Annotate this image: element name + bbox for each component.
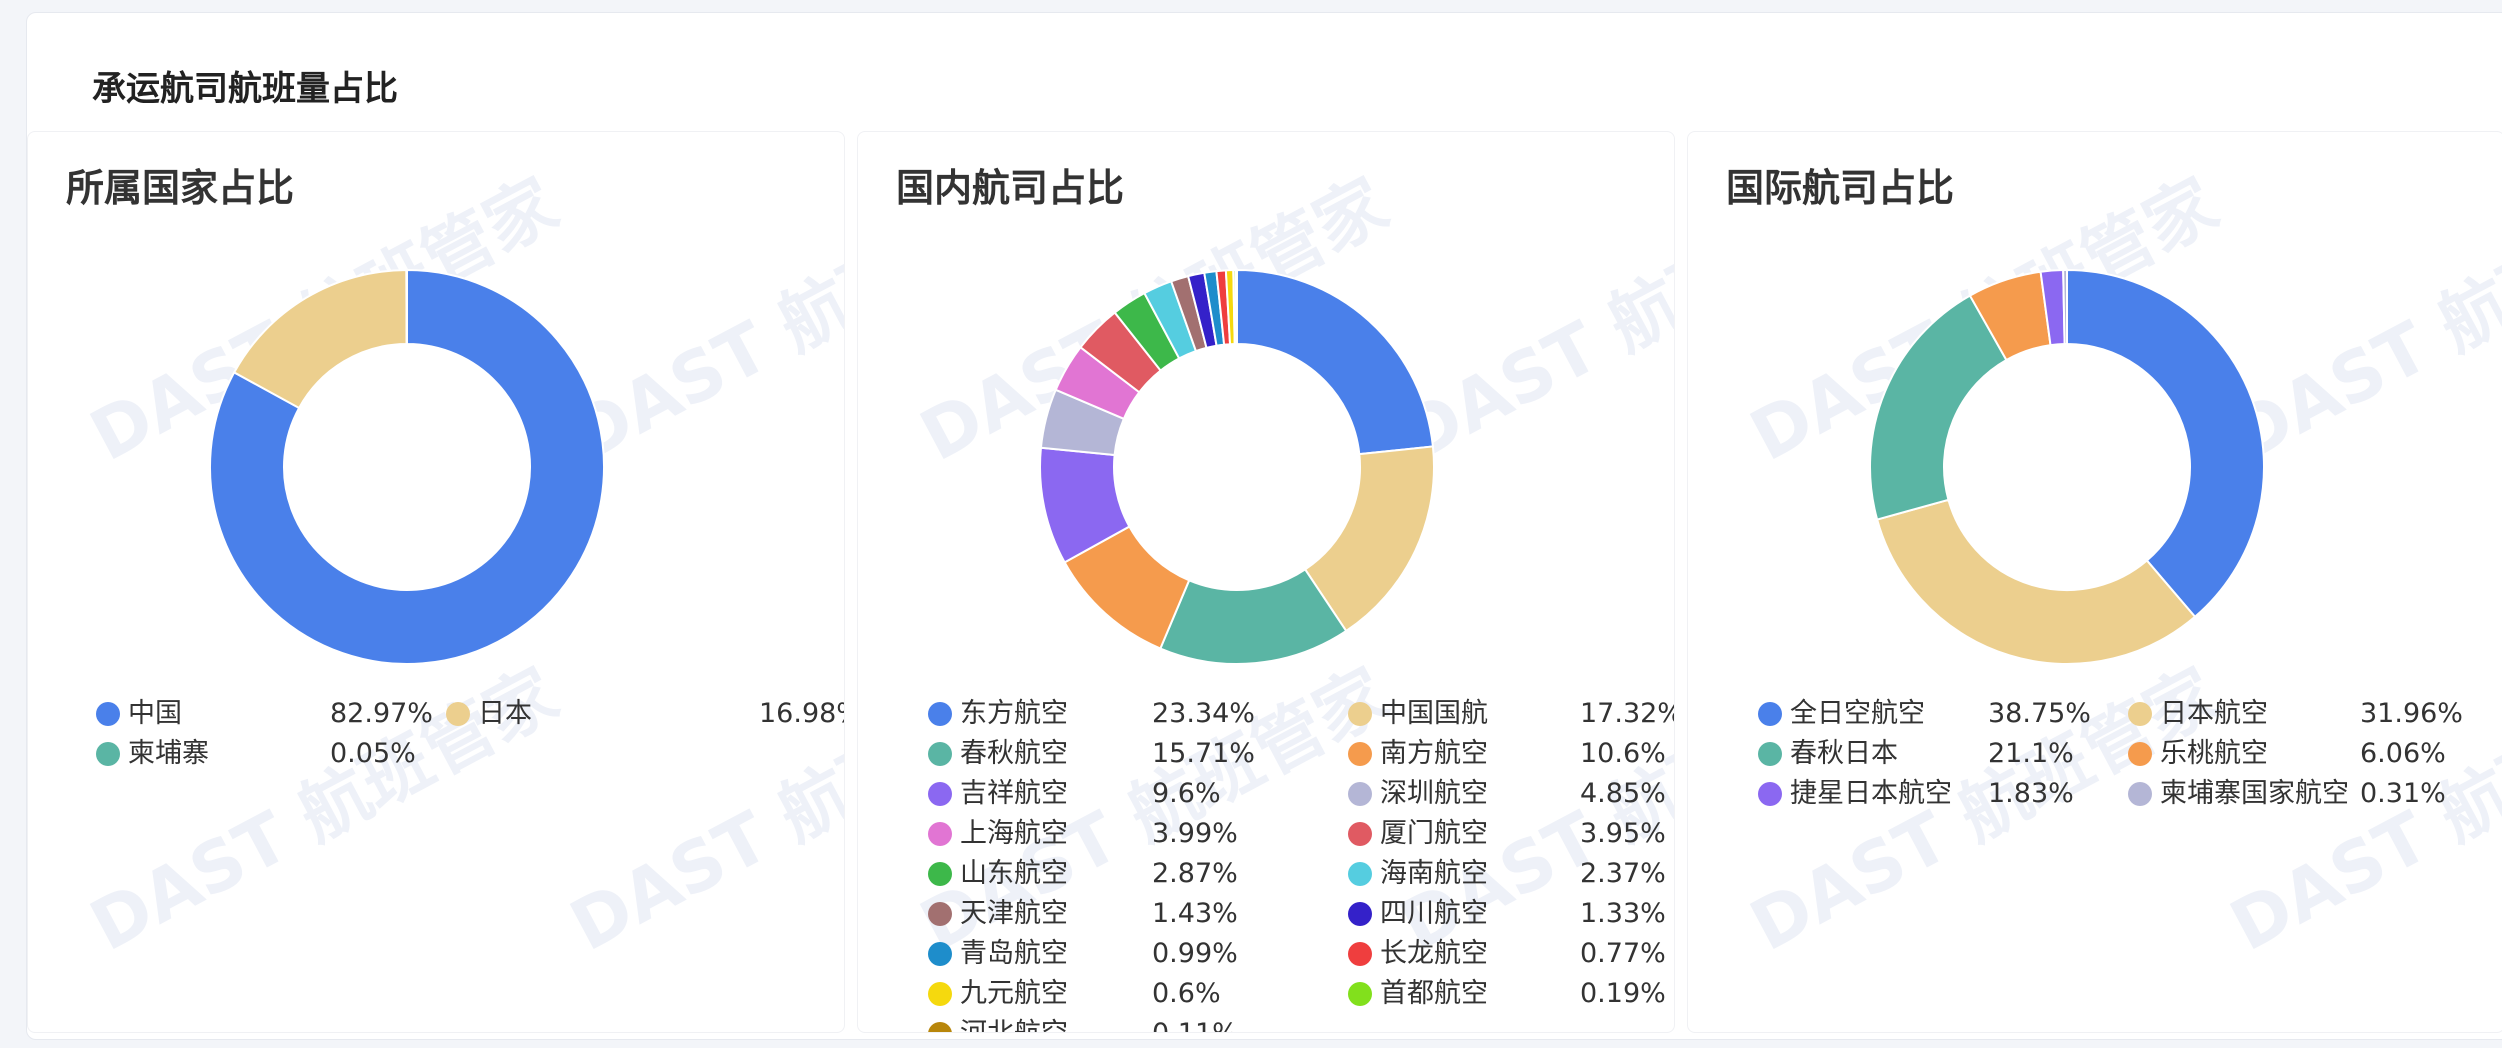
chart-card: 承运航司航班量占比 DAST 航班管家 DAST 航班管家 DAST 航班管家 DAS… bbox=[26, 12, 2502, 1040]
legend-label: 四川航空 bbox=[1380, 898, 1488, 929]
pie-slice[interactable] bbox=[1875, 498, 2197, 665]
pie-slice[interactable] bbox=[232, 268, 408, 410]
legend-label: 厦门航空 bbox=[1380, 818, 1488, 849]
legend-marker bbox=[928, 702, 952, 726]
legend-value: 0.11% bbox=[1152, 1014, 1238, 1032]
legend-marker bbox=[1758, 702, 1782, 726]
legend-value: 1.83% bbox=[1988, 778, 2074, 809]
legend-value: 1.33% bbox=[1580, 898, 1666, 929]
legend-label: 上海航空 bbox=[960, 818, 1068, 849]
legend-label: 深圳航空 bbox=[1380, 778, 1488, 809]
legend-value: 4.85% bbox=[1580, 778, 1666, 809]
panel-domestic: DAST 航班管家 DAST 航班管家 DAST 航班管家 DAST 航班管家 国内航… bbox=[857, 131, 1675, 1033]
legend-value: 1.43% bbox=[1152, 898, 1238, 929]
legend-marker bbox=[2128, 702, 2152, 726]
legend-label: 吉祥航空 bbox=[960, 778, 1068, 809]
legend-label: 海南航空 bbox=[1380, 858, 1488, 889]
legend-label: 东方航空 bbox=[960, 698, 1068, 729]
legend-marker bbox=[1348, 982, 1372, 1006]
legend-label: 全日空航空 bbox=[1790, 698, 1925, 729]
legend-value: 0.99% bbox=[1152, 938, 1238, 969]
legend-value: 0.05% bbox=[330, 738, 416, 769]
donut-chart-country bbox=[209, 268, 605, 665]
legend-value: 82.97% bbox=[330, 698, 433, 729]
panel-country: DAST 航班管家 DAST 航班管家 DAST 航班管家 DAST 航班管家 所属国… bbox=[27, 131, 845, 1033]
legend-value: 3.99% bbox=[1152, 818, 1238, 849]
legend-marker bbox=[928, 782, 952, 806]
pie-slice[interactable] bbox=[2066, 268, 2265, 619]
pie-slice[interactable] bbox=[1236, 268, 1435, 456]
section-title: 承运航司航班量占比 bbox=[92, 69, 398, 109]
legend-value: 10.6% bbox=[1580, 738, 1666, 769]
legend-label: 柬埔寨 bbox=[128, 738, 209, 769]
legend-label: 九元航空 bbox=[960, 978, 1068, 1009]
legend-marker bbox=[96, 742, 120, 766]
pie-slice[interactable] bbox=[1869, 294, 2008, 521]
legend-marker bbox=[928, 742, 952, 766]
legend-marker bbox=[1348, 942, 1372, 966]
legend-value: 0.31% bbox=[2360, 778, 2446, 809]
legend-marker bbox=[96, 702, 120, 726]
legend-marker bbox=[928, 942, 952, 966]
legend-marker bbox=[928, 822, 952, 846]
legend-label: 日本 bbox=[478, 698, 532, 729]
pie-slice[interactable] bbox=[209, 268, 605, 665]
legend-label: 柬埔寨国家航空 bbox=[2160, 778, 2349, 809]
legend-marker bbox=[928, 1022, 952, 1032]
legend-value: 38.75% bbox=[1988, 698, 2091, 729]
legend-marker bbox=[1758, 742, 1782, 766]
legend-value: 0.77% bbox=[1580, 938, 1666, 969]
legend-label: 春秋日本 bbox=[1790, 738, 1898, 769]
legend-value: 2.87% bbox=[1152, 858, 1238, 889]
legend-label: 青岛航空 bbox=[960, 938, 1068, 969]
legend-marker bbox=[1758, 782, 1782, 806]
legend-marker bbox=[2128, 782, 2152, 806]
legend-label: 中国国航 bbox=[1380, 698, 1488, 729]
legend-marker bbox=[1348, 822, 1372, 846]
legend-label: 春秋航空 bbox=[960, 738, 1068, 769]
legend-value: 3.95% bbox=[1580, 818, 1666, 849]
legend-marker bbox=[928, 982, 952, 1006]
legend-marker bbox=[1348, 702, 1372, 726]
legend-value: 17.32% bbox=[1580, 698, 1675, 729]
panel-title: 国内航司占比 bbox=[896, 166, 1125, 210]
legend-label: 南方航空 bbox=[1380, 738, 1488, 769]
legend-value: 9.6% bbox=[1152, 778, 1221, 809]
legend-label: 捷星日本航空 bbox=[1790, 778, 1952, 809]
legend-value: 0.6% bbox=[1152, 978, 1221, 1009]
legend-marker bbox=[1348, 862, 1372, 886]
legend-label: 天津航空 bbox=[960, 898, 1068, 929]
pie-slice[interactable] bbox=[2062, 268, 2068, 346]
panel-international: DAST 航班管家 DAST 航班管家 DAST 航班管家 DAST 航班管家 国际航… bbox=[1687, 131, 2502, 1033]
pie-slice[interactable] bbox=[405, 268, 408, 346]
legend-marker bbox=[1348, 742, 1372, 766]
legend-marker bbox=[2128, 742, 2152, 766]
legend-label: 首都航空 bbox=[1380, 978, 1488, 1009]
legend-value: 16.98% bbox=[759, 698, 844, 729]
legend-value: 6.06% bbox=[2360, 738, 2446, 769]
legend-label: 日本航空 bbox=[2160, 698, 2268, 729]
legend-value: 0.19% bbox=[1580, 978, 1666, 1009]
legend-label: 长龙航空 bbox=[1380, 938, 1488, 969]
legend-label: 乐桃航空 bbox=[2160, 738, 2268, 769]
donut-chart-international bbox=[1869, 268, 2265, 665]
legend-marker bbox=[1348, 782, 1372, 806]
legend-label: 山东航空 bbox=[960, 858, 1068, 889]
legend-marker bbox=[1348, 902, 1372, 926]
legend-label: 河北航空 bbox=[960, 1014, 1068, 1032]
legend-marker bbox=[928, 902, 952, 926]
donut-chart-domestic bbox=[1039, 268, 1435, 665]
legend-value: 2.37% bbox=[1580, 858, 1666, 889]
legend-value: 23.34% bbox=[1152, 698, 1255, 729]
panel-title: 国际航司占比 bbox=[1726, 166, 1955, 210]
legend-label: 中国 bbox=[128, 698, 182, 729]
panel-title: 所属国家占比 bbox=[66, 166, 295, 210]
legend-marker bbox=[928, 862, 952, 886]
legend-value: 21.1% bbox=[1988, 738, 2074, 769]
legend-marker bbox=[446, 702, 470, 726]
legend-value: 15.71% bbox=[1152, 738, 1255, 769]
legend-value: 31.96% bbox=[2360, 698, 2463, 729]
pie-slice[interactable] bbox=[1234, 268, 1238, 346]
